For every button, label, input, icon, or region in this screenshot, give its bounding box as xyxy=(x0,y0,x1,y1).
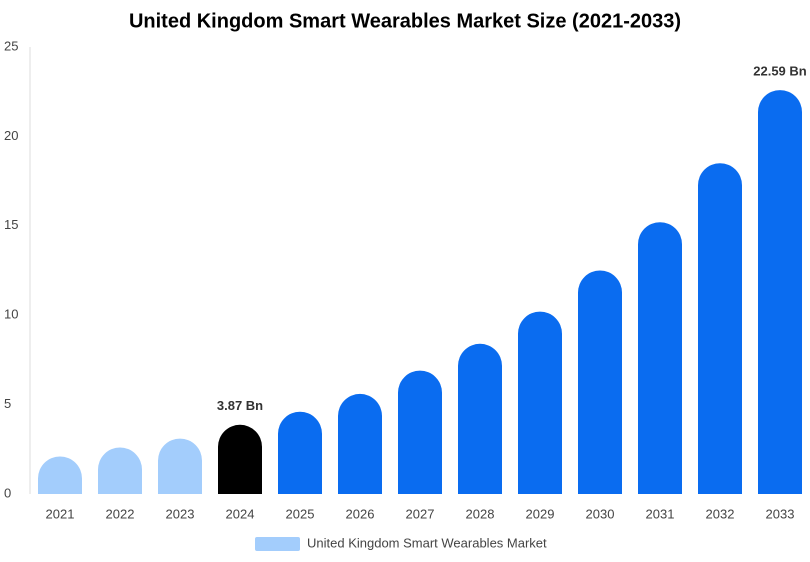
bar xyxy=(398,370,442,494)
y-tick-label: 10 xyxy=(4,307,18,322)
bar xyxy=(518,311,562,494)
bar xyxy=(98,447,142,494)
value-label: 22.59 Bn xyxy=(753,64,807,79)
y-tick-label: 0 xyxy=(4,485,11,500)
x-tick-label: 2028 xyxy=(466,506,495,521)
chart-title: United Kingdom Smart Wearables Market Si… xyxy=(129,10,681,32)
x-tick-label: 2029 xyxy=(526,506,555,521)
bar xyxy=(758,90,802,494)
legend-swatch xyxy=(255,537,300,551)
y-tick-label: 15 xyxy=(4,217,18,232)
bar xyxy=(158,438,202,494)
x-tick-label: 2022 xyxy=(106,506,135,521)
bar xyxy=(458,343,502,494)
legend-label: United Kingdom Smart Wearables Market xyxy=(307,535,547,550)
x-tick-label: 2024 xyxy=(226,506,255,521)
value-label: 3.87 Bn xyxy=(217,398,263,413)
bar xyxy=(218,424,262,494)
y-tick-label: 5 xyxy=(4,396,11,411)
y-tick-label: 20 xyxy=(4,128,18,143)
x-tick-label: 2025 xyxy=(286,506,315,521)
bar xyxy=(698,163,742,495)
x-tick-label: 2033 xyxy=(766,506,795,521)
x-tick-label: 2031 xyxy=(646,506,675,521)
y-tick-label: 25 xyxy=(4,38,18,53)
x-tick-label: 2032 xyxy=(706,506,735,521)
bar xyxy=(338,393,382,494)
x-tick-label: 2027 xyxy=(406,506,435,521)
bar xyxy=(38,456,82,494)
bar xyxy=(578,270,622,494)
x-tick-label: 2021 xyxy=(46,506,75,521)
bar xyxy=(638,222,682,495)
x-tick-label: 2023 xyxy=(166,506,195,521)
x-tick-label: 2030 xyxy=(586,506,615,521)
bar xyxy=(278,411,322,494)
x-tick-label: 2026 xyxy=(346,506,375,521)
